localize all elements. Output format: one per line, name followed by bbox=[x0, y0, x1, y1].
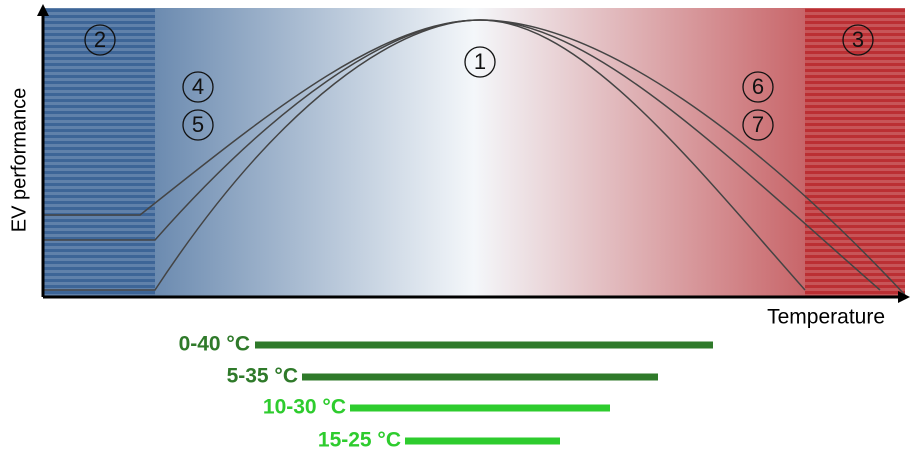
marker-ring bbox=[842, 24, 874, 56]
y-arrow bbox=[37, 4, 49, 16]
cold-band-stripes bbox=[43, 8, 155, 297]
marker: 3 bbox=[852, 27, 864, 52]
marker: 7 bbox=[752, 112, 764, 137]
markers: 1 2 3 4 5 6 7 bbox=[84, 24, 874, 141]
marker-ring bbox=[742, 71, 774, 103]
x-axis-label: Temperature bbox=[767, 306, 885, 329]
marker-ring bbox=[464, 46, 496, 78]
y-axis-label: EV performance bbox=[8, 88, 30, 233]
marker-ring bbox=[182, 109, 214, 141]
marker-ring bbox=[742, 109, 774, 141]
curve bbox=[43, 19, 806, 291]
hot-band-stripes bbox=[805, 8, 905, 297]
range-label: 15-25 °C bbox=[318, 429, 401, 452]
range-label: 0-40 °C bbox=[179, 333, 250, 356]
marker-ring bbox=[182, 71, 214, 103]
marker-ring bbox=[84, 24, 116, 56]
range-label: 5-35 °C bbox=[227, 365, 298, 388]
marker: 6 bbox=[752, 74, 764, 99]
range-label: 10-30 °C bbox=[263, 396, 346, 419]
ranges: 0-40 °C 5-35 °C 10-30 °C 15-25 °C bbox=[179, 333, 713, 452]
marker: 4 bbox=[192, 74, 204, 99]
marker: 5 bbox=[192, 112, 204, 137]
marker: 2 bbox=[94, 27, 106, 52]
marker: 1 bbox=[474, 49, 486, 74]
x-arrow bbox=[898, 291, 910, 303]
temperature-gradient bbox=[43, 8, 905, 297]
